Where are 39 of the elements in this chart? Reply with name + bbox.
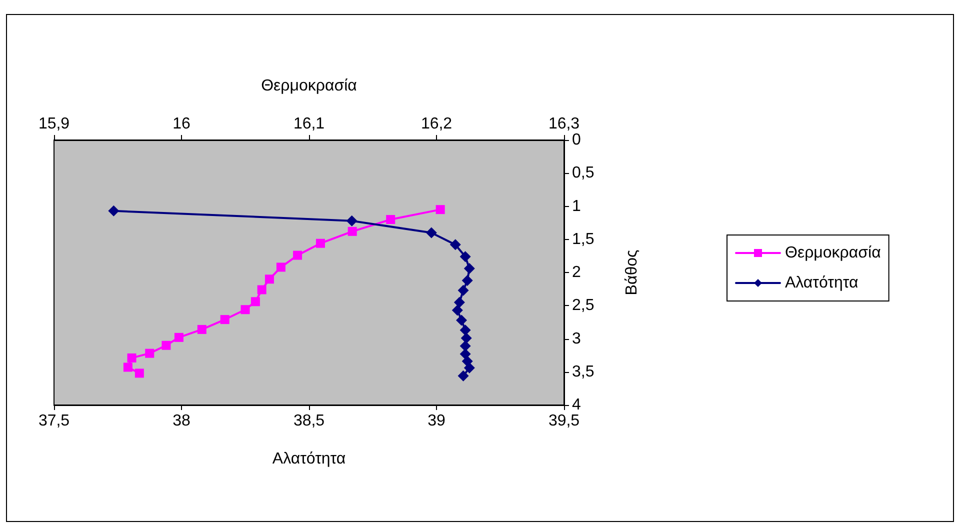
x2-tick-label: 16,2: [420, 116, 452, 132]
x2-axis-title: Θερμοκρασία: [261, 78, 357, 94]
x-tick-label: 39,5: [548, 412, 580, 430]
legend-label: Θερμοκρασία: [785, 244, 881, 262]
point: [426, 227, 437, 238]
x-tick-label: 37,5: [38, 412, 70, 430]
x-tick-label: 38,5: [293, 412, 325, 430]
y-axis-title: Βάθος: [624, 250, 640, 296]
y-tick-label: 0,5: [572, 164, 594, 182]
point: [460, 332, 472, 344]
point: [346, 215, 358, 226]
x-tick-label: 38: [172, 412, 190, 430]
point: [464, 362, 475, 374]
point: [458, 284, 469, 296]
point: [460, 251, 471, 262]
y-tick-label: 2: [572, 264, 581, 281]
y-tick-label: 1: [572, 198, 581, 215]
x2-tick-label: 16: [172, 116, 190, 132]
point: [456, 314, 467, 326]
x2-tick-label: 16,3: [548, 116, 580, 132]
point: [108, 205, 120, 216]
legend-label: Αλατότητα: [785, 274, 858, 292]
point: [462, 274, 473, 286]
y-tick-label: 3,5: [572, 363, 594, 380]
point: [450, 239, 461, 250]
point: [452, 304, 463, 316]
y-tick-label: 4: [572, 396, 581, 414]
y-tick-label: 2,5: [572, 297, 594, 314]
point: [454, 296, 465, 308]
x2-tick-label: 16,1: [293, 116, 325, 132]
point: [458, 370, 469, 382]
x-axis-title: Αλατότητα: [272, 450, 346, 468]
point: [460, 324, 471, 336]
y-tick-label: 1,5: [572, 230, 594, 248]
y-tick-label: 3: [572, 330, 581, 348]
point: [464, 263, 475, 274]
x2-tick-label: 15,9: [38, 116, 70, 132]
x-tick-label: 39: [428, 412, 446, 430]
y-tick-label: 0: [572, 132, 581, 148]
